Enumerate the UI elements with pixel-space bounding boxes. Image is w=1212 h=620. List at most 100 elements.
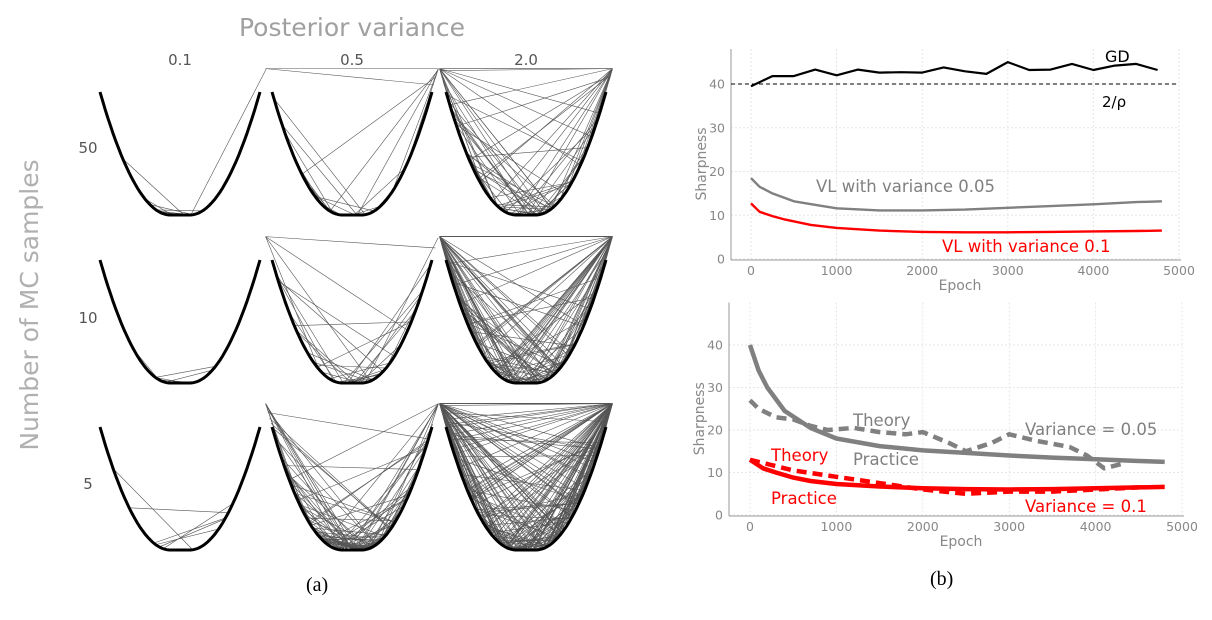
y-axis-label: Sharpness <box>694 127 710 200</box>
sample-chord <box>344 369 385 384</box>
sample-chord <box>144 198 173 216</box>
sample-chord <box>439 236 540 383</box>
series-line <box>747 344 1165 465</box>
sample-chord <box>439 403 566 529</box>
sample-chord <box>492 68 613 202</box>
sample-chord <box>439 403 590 479</box>
sample-chord <box>567 425 607 525</box>
sample-chord <box>439 68 552 209</box>
reference-line-label: 2/ρ <box>1102 93 1126 111</box>
y-tick-label: 10 <box>709 208 725 223</box>
sample-chord <box>347 264 432 384</box>
sample-chord <box>439 403 565 531</box>
sample-chord <box>439 403 586 489</box>
sample-chord <box>439 68 600 114</box>
sample-chord <box>313 529 356 551</box>
sample-chord <box>577 236 613 340</box>
sample-chord <box>477 236 613 347</box>
sample-chord <box>439 403 578 507</box>
sample-chord <box>439 403 548 547</box>
sample-chord <box>468 493 563 534</box>
sample-chord <box>449 438 602 444</box>
sample-chord <box>277 279 384 372</box>
sample-chord <box>533 403 613 551</box>
series-label: GD <box>1105 47 1130 66</box>
series-line <box>750 177 1162 212</box>
sample-chord <box>439 68 545 214</box>
x-tick-label: 1000 <box>821 263 853 278</box>
sample-chord <box>329 69 439 212</box>
y-axis-label: Sharpness <box>692 382 708 455</box>
sample-chord <box>504 403 613 547</box>
sample-chord <box>457 298 555 375</box>
sample-chord <box>498 236 613 376</box>
sample-chord <box>470 442 602 499</box>
sample-chord <box>315 531 384 539</box>
sample-chord <box>286 473 370 549</box>
sample-chord <box>493 317 588 371</box>
sample-chord <box>439 236 571 353</box>
sample-chord <box>529 196 564 216</box>
sample-chord <box>565 68 613 192</box>
x-tick-label: 3000 <box>992 263 1024 278</box>
sample-chord <box>265 236 320 370</box>
sample-chord <box>290 482 355 551</box>
x-tick-label: 3000 <box>993 519 1025 534</box>
x-tick-label: 2000 <box>907 519 939 534</box>
sample-chord <box>483 356 555 375</box>
sample-chord <box>265 236 408 331</box>
sample-chord <box>492 290 597 370</box>
sample-chord <box>464 483 547 548</box>
sample-chord <box>467 403 613 491</box>
sample-chord <box>479 443 602 518</box>
sample-chord <box>364 237 439 383</box>
sample-chord <box>446 260 591 309</box>
parabola-cell <box>265 68 439 217</box>
sample-chord <box>286 471 355 551</box>
sample-chord <box>549 236 613 379</box>
annotation: Theory <box>852 411 911 430</box>
sample-chord <box>500 236 613 377</box>
sample-chord <box>155 365 216 378</box>
sample-chord <box>364 463 421 550</box>
sample-chord <box>443 403 613 420</box>
sample-chord <box>551 403 613 544</box>
sample-chord <box>468 403 613 495</box>
sample-chord <box>278 280 395 357</box>
sample-chord <box>445 425 490 533</box>
sample-chord <box>516 403 613 551</box>
sample-chord <box>439 236 569 356</box>
sample-chord <box>439 236 521 384</box>
sample-chord <box>440 403 613 406</box>
sample-chord <box>310 494 409 526</box>
sample-chord <box>445 258 540 383</box>
chart-2: 0 1000 2000 3000 4000 5000 0 10 20 30 40 Epoch Sharp… <box>692 302 1198 550</box>
sample-chord <box>439 68 581 166</box>
parabola-cell <box>439 236 613 385</box>
sample-chord <box>505 236 613 381</box>
x-tick-label: 1000 <box>820 519 852 534</box>
sample-chord <box>448 101 542 215</box>
sample-chord <box>439 236 513 383</box>
sample-chord <box>267 412 429 440</box>
sample-chord <box>485 447 601 528</box>
sample-chord <box>452 403 613 450</box>
sample-chord <box>336 485 413 550</box>
y-tick-label: 30 <box>707 380 723 395</box>
sample-chord <box>484 357 521 384</box>
sample-chord <box>530 236 613 384</box>
parabola-curve <box>444 426 608 552</box>
parabola-cell <box>439 68 613 217</box>
sample-chord <box>439 403 591 477</box>
sample-chord <box>343 290 423 384</box>
sample-chord <box>439 236 552 378</box>
parabola-curve <box>270 259 434 385</box>
sample-chord <box>513 347 574 384</box>
series-label: VL with variance 0.05 <box>816 177 995 196</box>
parabola-cell <box>98 426 262 552</box>
sample-chord <box>453 236 613 286</box>
panel-label-a: (a) <box>306 574 329 596</box>
sample-chord <box>281 124 358 216</box>
sample-chord <box>454 403 613 455</box>
